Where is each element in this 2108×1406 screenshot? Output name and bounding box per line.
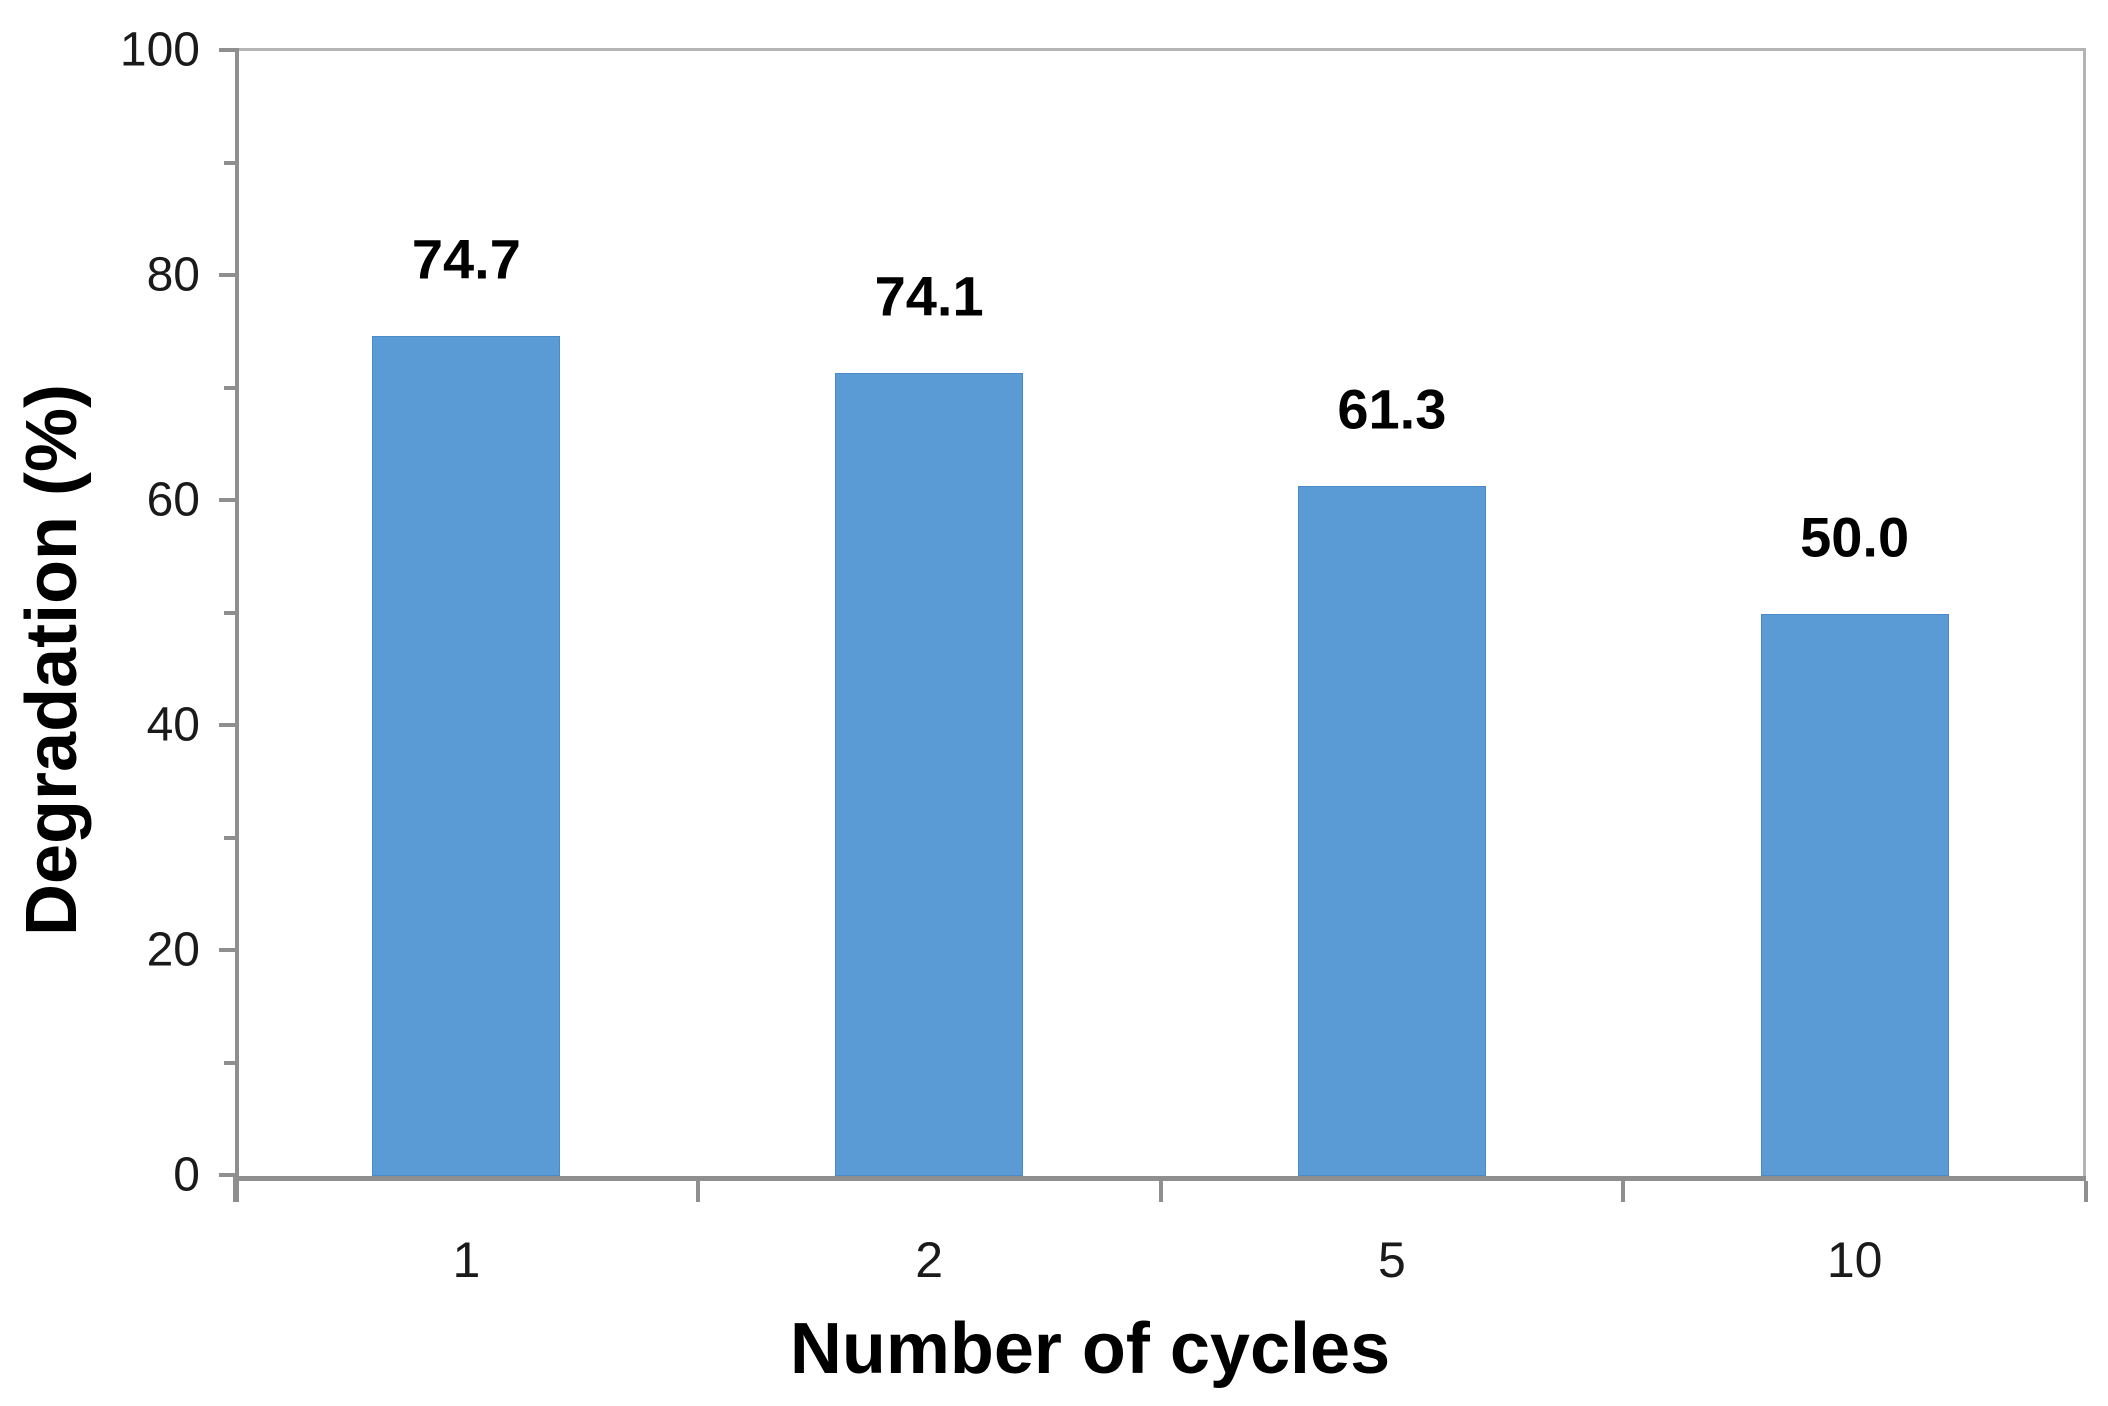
- plot-border-right: [2083, 48, 2086, 1181]
- y-axis-line: [235, 48, 239, 1202]
- y-major-tick: [219, 948, 235, 952]
- x-boundary-tick: [233, 1181, 237, 1202]
- x-tick-label: 1: [452, 1232, 481, 1288]
- x-boundary-tick: [2084, 1181, 2088, 1202]
- x-axis-title: Number of cycles: [789, 1309, 1391, 1389]
- x-tick-label: 2: [915, 1232, 944, 1288]
- plot-border-top: [233, 48, 2086, 51]
- y-tick-label: 0: [173, 1148, 200, 1202]
- x-axis-line: [233, 1176, 2086, 1181]
- y-tick-label: 20: [146, 923, 200, 977]
- y-major-tick: [219, 723, 235, 727]
- bar: [372, 335, 561, 1176]
- bar: [1297, 486, 1486, 1176]
- bar-value-label: 74.7: [411, 227, 521, 291]
- x-tick-label: 10: [1826, 1232, 1883, 1288]
- x-tick-label: 5: [1377, 1232, 1406, 1288]
- bar: [835, 372, 1024, 1176]
- y-major-tick: [219, 273, 235, 277]
- y-axis-title: Degradation (%): [12, 383, 92, 937]
- y-minor-tick: [224, 610, 235, 615]
- y-tick-label: 60: [146, 473, 200, 527]
- y-minor-tick: [224, 160, 235, 165]
- y-minor-tick: [224, 835, 235, 840]
- x-boundary-tick: [1158, 1181, 1163, 1202]
- y-minor-tick: [224, 1060, 235, 1065]
- y-major-tick: [219, 48, 235, 52]
- bar-value-label: 50.0: [1800, 505, 1910, 568]
- y-major-tick: [219, 498, 235, 502]
- y-tick-label: 40: [146, 698, 200, 752]
- y-major-tick: [219, 1173, 235, 1177]
- bar-value-label: 61.3: [1337, 377, 1447, 441]
- y-tick-label: 100: [119, 23, 200, 77]
- x-boundary-tick: [1621, 1181, 1626, 1202]
- bar-value-label: 74.1: [874, 264, 984, 328]
- y-tick-label: 80: [146, 248, 200, 302]
- y-minor-tick: [224, 385, 235, 390]
- x-boundary-tick: [695, 1181, 700, 1202]
- bar: [1760, 613, 1949, 1176]
